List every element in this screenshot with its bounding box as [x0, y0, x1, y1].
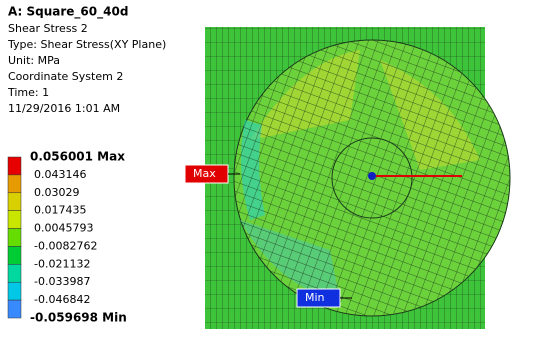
legend-swatch: [8, 175, 21, 193]
legend-label: 0.017435: [34, 204, 87, 217]
viewport: Max Min A: Square_60_40d Shear Stress 2 T…: [0, 0, 541, 342]
legend-swatch: [8, 157, 21, 175]
legend-swatch: [8, 229, 21, 247]
legend-label: -0.033987: [34, 275, 90, 288]
header: A: Square_60_40d Shear Stress 2 Type: She…: [7, 5, 166, 116]
legend-swatch: [8, 264, 21, 282]
result-view: Max Min A: Square_60_40d Shear Stress 2 T…: [0, 0, 541, 342]
header-line: 11/29/2016 1:01 AM: [8, 102, 120, 115]
origin: [368, 172, 376, 180]
model: [205, 27, 510, 329]
max-tag-label: Max: [193, 167, 216, 180]
header-line: Unit: MPa: [8, 54, 60, 67]
legend-label: 0.0045793: [34, 222, 94, 235]
legend-swatch: [8, 282, 21, 300]
legend-label: 0.043146: [34, 168, 87, 181]
header-title: A: Square_60_40d: [8, 5, 128, 20]
header-line: Coordinate System 2: [8, 70, 123, 83]
legend-label: -0.059698 Min: [30, 311, 127, 325]
header-line: Shear Stress 2: [8, 22, 88, 35]
header-line: Time: 1: [7, 86, 49, 99]
legend-swatch: [8, 193, 21, 211]
legend-swatch: [8, 300, 21, 318]
legend-label: -0.046842: [34, 293, 90, 306]
legend-swatch: [8, 211, 21, 229]
legend-label: -0.0082762: [34, 239, 97, 252]
legend: 0.056001 Max 0.043146 0.03029 0.017435 0.004…: [8, 150, 127, 325]
legend-label: 0.056001 Max: [30, 150, 125, 164]
header-line: Type: Shear Stress(XY Plane): [7, 38, 166, 51]
legend-swatch: [8, 246, 21, 264]
legend-label: -0.021132: [34, 257, 90, 270]
legend-label: 0.03029: [34, 186, 80, 199]
min-tag-label: Min: [305, 291, 325, 304]
